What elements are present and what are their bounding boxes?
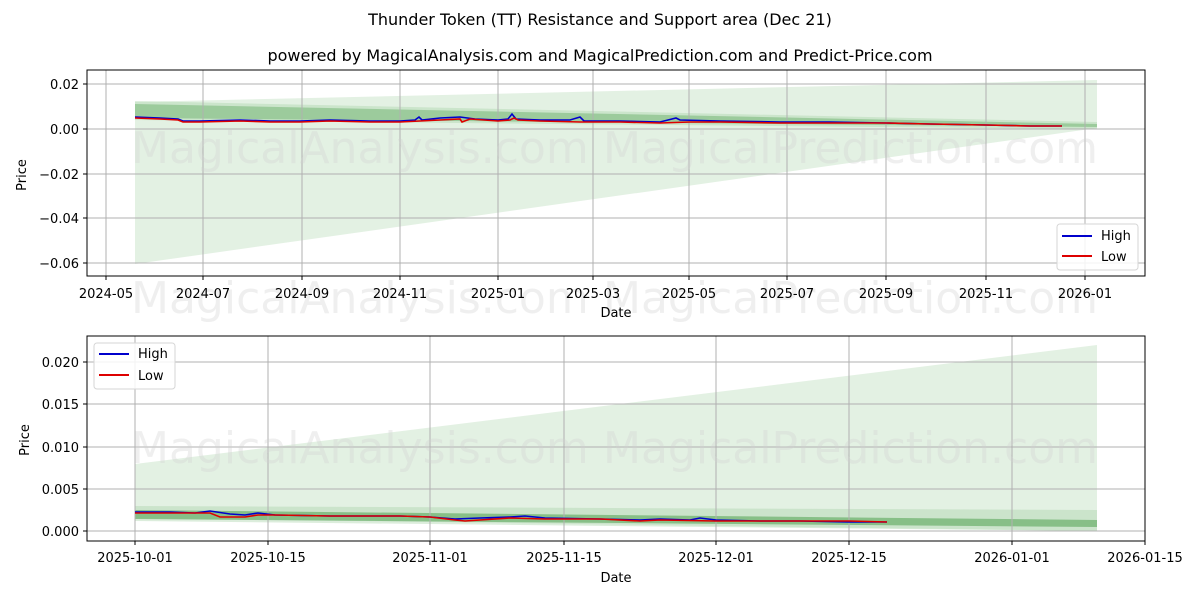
top-plot: MagicalAnalysis.com MagicalPrediction.co… — [15, 69, 1146, 324]
chart-title: Thunder Token (TT) Resistance and Suppor… — [368, 10, 832, 29]
top-x-axis-label: Date — [600, 306, 631, 321]
bottom-ytick-label: 0.015 — [42, 398, 79, 413]
bottom-plot: MagicalAnalysis.com MagicalPrediction.co… — [18, 335, 1183, 586]
bottom-forecast-band — [135, 345, 1097, 531]
top-resistance-band — [135, 104, 1097, 127]
top-high-line — [134, 112, 1062, 127]
top-xtick-label: 2025-05 — [662, 287, 716, 302]
bottom-legend: High Low — [93, 342, 176, 390]
top-xtick-label: 2025-07 — [760, 287, 814, 302]
bottom-x-axis-label: Date — [600, 571, 631, 586]
top-xtick-label: 2025-01 — [471, 287, 525, 302]
bottom-y-axis-label: Price — [18, 424, 33, 456]
top-legend: High Low — [1056, 223, 1139, 271]
top-ytick-label: −0.02 — [39, 168, 79, 183]
watermark-analysis-2: MagicalAnalysis.com — [131, 273, 589, 324]
top-xtick-label: 2026-01 — [1058, 287, 1112, 302]
top-x-ticks: 2024-05 2024-07 2024-09 2024-11 2025-01 … — [79, 276, 1112, 302]
bottom-xtick-label: 2025-11-01 — [392, 551, 468, 566]
watermark-analysis: MagicalAnalysis.com — [131, 123, 589, 174]
top-xtick-label: 2024-07 — [176, 287, 230, 302]
bottom-ytick-label: 0.020 — [42, 356, 79, 371]
top-y-ticks: 0.02 0.00 −0.02 −0.04 −0.06 — [39, 78, 87, 272]
bottom-y-ticks: 0.020 0.015 0.010 0.005 0.000 — [42, 356, 87, 540]
bottom-xtick-label: 2025-12-15 — [811, 551, 887, 566]
legend-low-label: Low — [1101, 250, 1127, 265]
bottom-xtick-label: 2025-12-01 — [678, 551, 754, 566]
bottom-low-line — [135, 512, 888, 523]
watermark-prediction-3: MagicalPrediction.com — [603, 423, 1098, 474]
top-xtick-label: 2024-11 — [373, 287, 427, 302]
top-xtick-label: 2024-09 — [275, 287, 329, 302]
top-grid — [87, 70, 1145, 276]
top-low-line — [134, 117, 1062, 127]
top-axes-frame — [86, 69, 1146, 277]
bottom-high-line — [135, 510, 887, 523]
top-xtick-label: 2025-09 — [859, 287, 913, 302]
legend-high-label: High — [138, 347, 168, 362]
watermark-analysis-3: MagicalAnalysis.com — [131, 423, 589, 474]
top-y-axis-label: Price — [15, 159, 30, 191]
bottom-xtick-label: 2026-01-01 — [974, 551, 1050, 566]
bottom-ytick-label: 0.000 — [42, 525, 79, 540]
watermark-prediction: MagicalPrediction.com — [603, 123, 1098, 174]
top-ytick-label: 0.00 — [50, 123, 79, 138]
bottom-xtick-label: 2025-10-15 — [230, 551, 306, 566]
bottom-grid — [87, 336, 1145, 541]
top-ytick-label: −0.06 — [39, 257, 79, 272]
top-xtick-label: 2024-05 — [79, 287, 133, 302]
chart-subtitle: powered by MagicalAnalysis.com and Magic… — [267, 46, 933, 65]
watermark-prediction-2: MagicalPrediction.com — [603, 273, 1098, 324]
top-xtick-label: 2025-03 — [566, 287, 620, 302]
bottom-ytick-label: 0.005 — [42, 483, 79, 498]
bottom-ytick-label: 0.010 — [42, 441, 79, 456]
top-ytick-label: 0.02 — [50, 78, 79, 93]
bottom-xtick-label: 2025-10-01 — [97, 551, 173, 566]
bottom-x-ticks: 2025-10-01 2025-10-15 2025-11-01 2025-11… — [97, 541, 1183, 566]
top-xtick-label: 2025-11 — [959, 287, 1013, 302]
bottom-xtick-label: 2026-01-15 — [1107, 551, 1183, 566]
bottom-axes-frame — [86, 335, 1146, 542]
legend-high-label: High — [1101, 229, 1131, 244]
bottom-xtick-label: 2025-11-15 — [526, 551, 602, 566]
legend-low-label: Low — [138, 369, 164, 384]
top-ytick-label: −0.04 — [39, 212, 79, 227]
